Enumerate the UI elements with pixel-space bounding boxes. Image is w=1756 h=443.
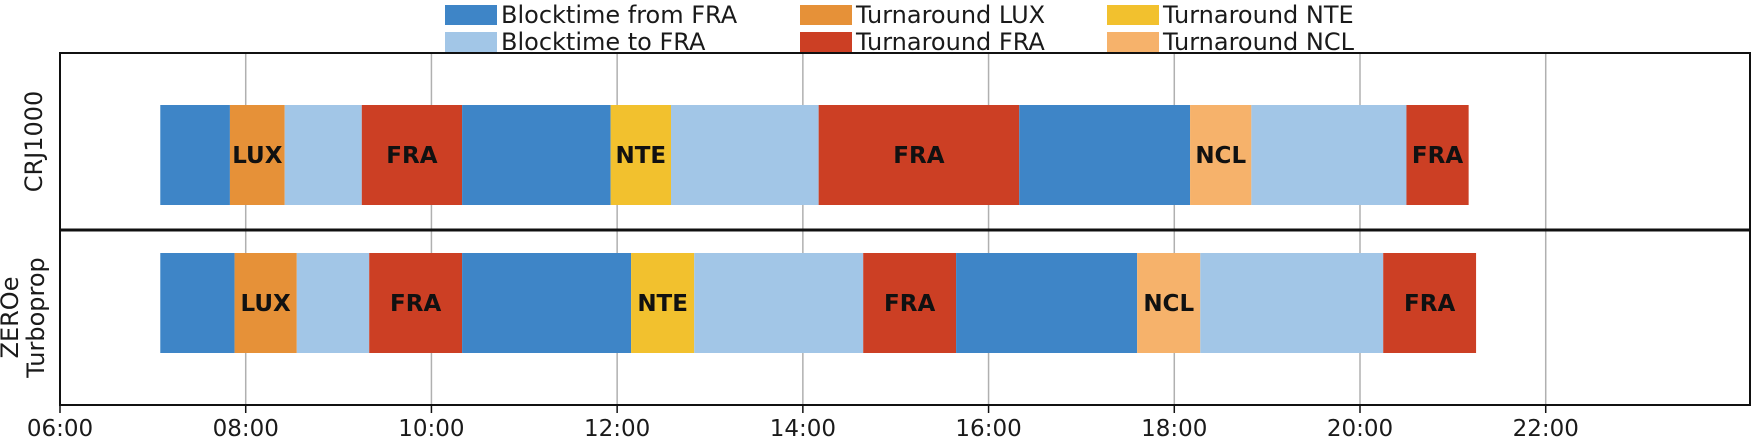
segment-label: NTE — [615, 143, 666, 169]
bar-segment-turnFRA — [863, 253, 957, 353]
bar-segment-turnFRA — [818, 105, 1020, 205]
bar-segment-blockFrom — [160, 253, 235, 353]
plot-frame — [59, 52, 1751, 406]
segment-label: NCL — [1195, 143, 1246, 169]
bar-segment-blockFrom — [462, 105, 611, 205]
row-label: CRJ1000 — [20, 91, 48, 193]
row-zeroe-turboprop: LUX FRA NTE FRA NCL FRA — [160, 253, 1477, 353]
segment-label: LUX — [232, 143, 283, 169]
segment-label: FRA — [1404, 291, 1455, 317]
x-tick-label: 10:00 — [398, 416, 464, 442]
segment-label: FRA — [884, 291, 935, 317]
segment-label: FRA — [386, 143, 437, 169]
bar-segment-turnNTE — [610, 105, 671, 205]
legend-swatch-turnFRA — [800, 32, 852, 52]
x-tick-label: 08:00 — [213, 416, 279, 442]
bar-segment-turnNCL — [1137, 253, 1201, 353]
legend-label-turnNTE: Turnaround NTE — [1162, 1, 1354, 29]
bar-segment-blockTo — [1200, 253, 1384, 353]
bar-segment-turnFRA — [361, 105, 463, 205]
bar-segment-blockTo — [284, 105, 362, 205]
legend-swatch-blockTo — [445, 32, 497, 52]
bar-segment-turnNCL — [1190, 105, 1252, 205]
bar-segment-turnFRA — [1406, 105, 1469, 205]
segment-label: FRA — [893, 143, 944, 169]
legend-label-blockTo: Blocktime to FRA — [501, 28, 706, 56]
x-tick-label: 06:00 — [27, 416, 93, 442]
bar-segment-blockFrom — [1019, 105, 1191, 205]
legend-swatch-turnLUX — [800, 5, 852, 25]
legend-label-turnNCL: Turnaround NCL — [1162, 28, 1355, 56]
legend-swatch-turnNTE — [1107, 5, 1159, 25]
segment-label: NCL — [1143, 291, 1194, 317]
bar-segment-blockTo — [296, 253, 370, 353]
segment-label: FRA — [1412, 143, 1463, 169]
bar-segment-blockTo — [671, 105, 819, 205]
bar-segment-turnLUX — [234, 253, 297, 353]
legend-swatch-blockFrom — [445, 5, 497, 25]
segment-label: LUX — [241, 291, 292, 317]
segment-label: NTE — [637, 291, 688, 317]
bar-segment-turnFRA — [369, 253, 463, 353]
legend-label-turnFRA: Turnaround FRA — [855, 28, 1045, 56]
bar-segment-blockTo — [1251, 105, 1407, 205]
chart-rows: LUX FRA NTE FRA NCL FRA LUX FRA NTE FRA NCL FRA — [160, 105, 1477, 353]
legend-swatch-turnNCL — [1107, 32, 1159, 52]
row-crj1000: LUX FRA NTE FRA NCL FRA — [160, 105, 1469, 205]
row-label: ZEROe — [0, 277, 24, 359]
legend-label-blockFrom: Blocktime from FRA — [501, 1, 738, 29]
bar-segment-blockFrom — [160, 105, 230, 205]
x-tick-label: 20:00 — [1327, 416, 1393, 442]
row-label: Turboprop — [22, 257, 50, 379]
x-tick-label: 14:00 — [770, 416, 836, 442]
bar-segment-turnFRA — [1383, 253, 1477, 353]
x-tick-label: 16:00 — [955, 416, 1021, 442]
x-tick-label: 12:00 — [584, 416, 650, 442]
x-tick-label: 22:00 — [1513, 416, 1579, 442]
bar-segment-blockFrom — [956, 253, 1138, 353]
bar-segment-turnNTE — [631, 253, 695, 353]
bar-segment-turnLUX — [229, 105, 285, 205]
legend-label-turnLUX: Turnaround LUX — [855, 1, 1045, 29]
bar-segment-blockFrom — [462, 253, 632, 353]
x-tick-label: 18:00 — [1141, 416, 1207, 442]
bar-segment-blockTo — [694, 253, 864, 353]
x-axis: 06:00 08:00 10:00 12:00 14:00 16:00 18:00 20:00… — [27, 405, 1579, 442]
segment-label: FRA — [390, 291, 441, 317]
